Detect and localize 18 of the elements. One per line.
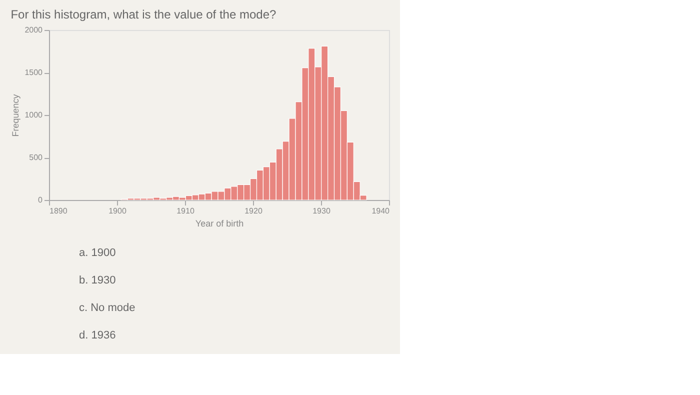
y-axis-title: Frequency [10, 94, 21, 137]
y-tick-label: 0 [38, 196, 44, 204]
text: a. 1900 [79, 246, 116, 259]
y-tick-label: 2000 [24, 26, 44, 34]
chart-title: For this histogram, what is the value of the mode? [10, 8, 276, 22]
x-tick-label: 1930 [312, 206, 331, 216]
text: b. 1930 [79, 274, 116, 286]
y-tick-label: 1500 [24, 68, 44, 77]
x-tick-label: 1900 [108, 206, 127, 216]
x-tick-label: 1920 [244, 206, 263, 216]
text: c. No mode [79, 302, 136, 314]
x-tick-label: 1940 [372, 206, 390, 216]
text: d. 1936 [79, 329, 116, 342]
x-tick-label: 1910 [176, 206, 195, 216]
x-axis-title: Year of birth [195, 218, 244, 228]
y-tick-label: 500 [29, 153, 44, 162]
x-tick-label: 1890 [50, 206, 68, 216]
y-tick-label: 1000 [24, 110, 44, 120]
